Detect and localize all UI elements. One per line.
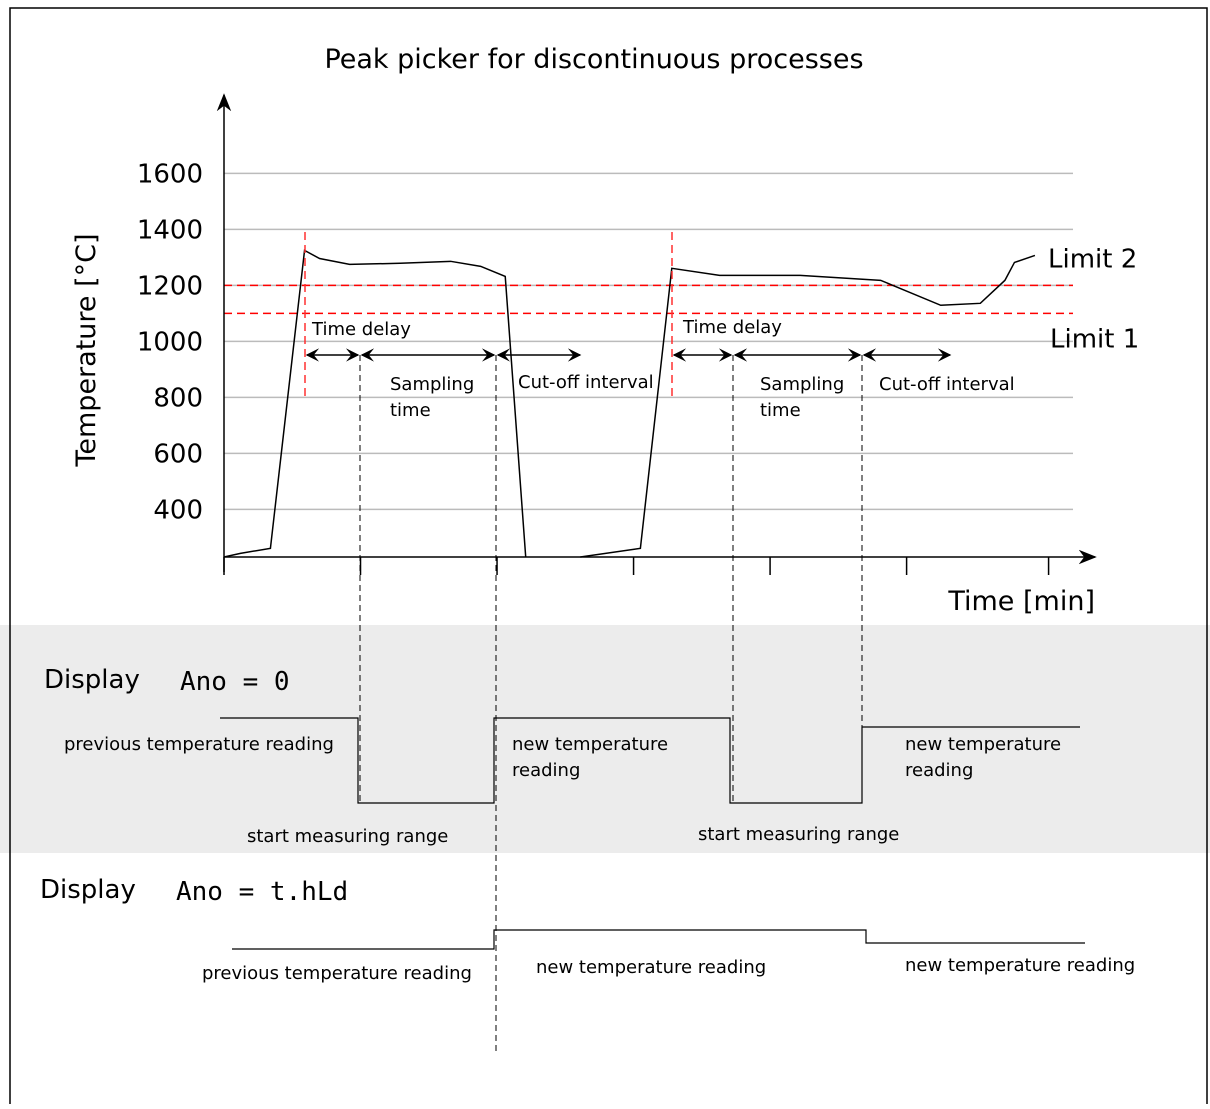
chart: 400 600 800 1000 1200 1400 1600 Limit 2 Limit 1 T… [71, 93, 1139, 617]
y-tick-label: 1000 [137, 327, 203, 357]
annotation: Sampling [760, 374, 844, 395]
annotation: Time delay [311, 319, 411, 340]
y-axis-label: Temperature [°C] [71, 233, 102, 467]
y-tick-label: 1400 [137, 215, 203, 245]
frame [9, 7, 1208, 1104]
title: Peak picker for discontinuous processes [324, 44, 863, 75]
annotation: time [760, 400, 801, 421]
display-code: Ano = 0 [180, 667, 290, 697]
annotation: Time delay [682, 317, 782, 338]
label: new temperature reading [905, 955, 1135, 976]
label: reading [905, 760, 973, 781]
label: start measuring range [698, 824, 899, 845]
display-code: Ano = t.hLd [176, 877, 348, 907]
label: previous temperature reading [64, 734, 334, 755]
label: start measuring range [247, 826, 448, 847]
y-tick-label: 1600 [137, 159, 203, 189]
y-tick-label: 400 [153, 495, 203, 525]
label: new temperature reading [536, 957, 766, 978]
temperature-curve [223, 249, 1036, 558]
annotation: Cut-off interval [518, 372, 654, 393]
y-tick-label: 800 [153, 383, 203, 413]
label: new temperature [905, 734, 1061, 755]
display-band [0, 625, 1210, 853]
annotation: Cut-off interval [879, 374, 1015, 395]
x-axis-label: Time [min] [947, 586, 1095, 617]
annotation: time [390, 400, 431, 421]
signal [232, 929, 1085, 950]
display-label: Display [40, 875, 136, 905]
label: new temperature [512, 734, 668, 755]
limit-label: Limit 1 [1050, 324, 1139, 354]
y-tick-label: 1200 [137, 271, 203, 301]
display-label: Display [44, 665, 140, 695]
label: previous temperature reading [202, 963, 472, 984]
signal [220, 717, 1080, 804]
label: reading [512, 760, 580, 781]
y-tick-label: 600 [153, 439, 203, 469]
annotation: Sampling [390, 374, 474, 395]
limit-label: Limit 2 [1048, 244, 1137, 274]
